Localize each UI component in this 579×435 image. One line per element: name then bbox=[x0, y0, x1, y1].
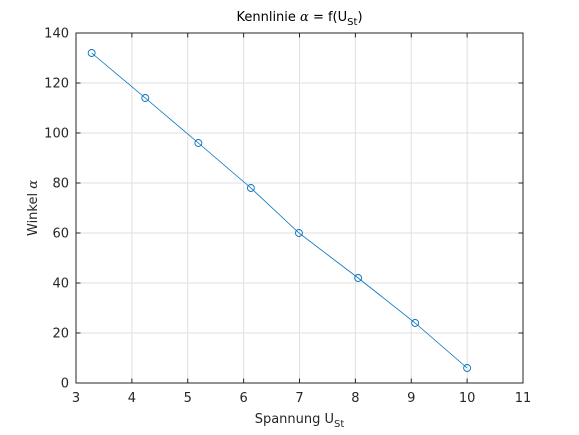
chart-title: Kennlinie α = f(USt) bbox=[236, 10, 362, 28]
x-tick-label: 4 bbox=[128, 391, 136, 406]
y-tick-label: 140 bbox=[44, 27, 69, 42]
data-point-marker bbox=[246, 184, 255, 192]
data-point-marker bbox=[354, 274, 363, 282]
data-point-marker bbox=[194, 139, 203, 147]
x-tick-label: 9 bbox=[407, 391, 415, 406]
x-tick-label: 10 bbox=[459, 391, 476, 406]
x-tick-label: 8 bbox=[351, 391, 359, 406]
y-tick-label: 20 bbox=[52, 327, 69, 342]
y-tick-label: 60 bbox=[52, 227, 69, 242]
y-tick-label: 100 bbox=[44, 127, 69, 142]
x-tick-label: 6 bbox=[239, 391, 247, 406]
series-group bbox=[87, 49, 472, 372]
x-tick-label: 7 bbox=[295, 391, 303, 406]
y-tick-label: 80 bbox=[52, 177, 69, 192]
x-axis-label: Spannung USt bbox=[255, 412, 345, 430]
x-tick-label: 11 bbox=[515, 391, 532, 406]
series-line bbox=[91, 52, 468, 369]
data-point-marker bbox=[141, 94, 150, 102]
data-point-marker bbox=[463, 364, 472, 372]
y-tick-label: 120 bbox=[44, 77, 69, 92]
x-tick-label: 3 bbox=[72, 391, 80, 406]
series-layer bbox=[87, 49, 472, 372]
data-point-marker bbox=[294, 229, 303, 237]
y-axis-label: Winkel α bbox=[26, 180, 41, 236]
y-tick-label: 40 bbox=[52, 277, 69, 292]
y-tick-label: 0 bbox=[61, 377, 69, 392]
data-point-marker bbox=[411, 319, 420, 327]
tick-marks bbox=[75, 32, 524, 384]
tick-labels: 3 4 5 6 7 8 9 10 11 0 20 40 60 80 100 120 140 bbox=[44, 27, 531, 407]
data-point-marker bbox=[87, 49, 96, 57]
x-tick-label: 5 bbox=[184, 391, 192, 406]
